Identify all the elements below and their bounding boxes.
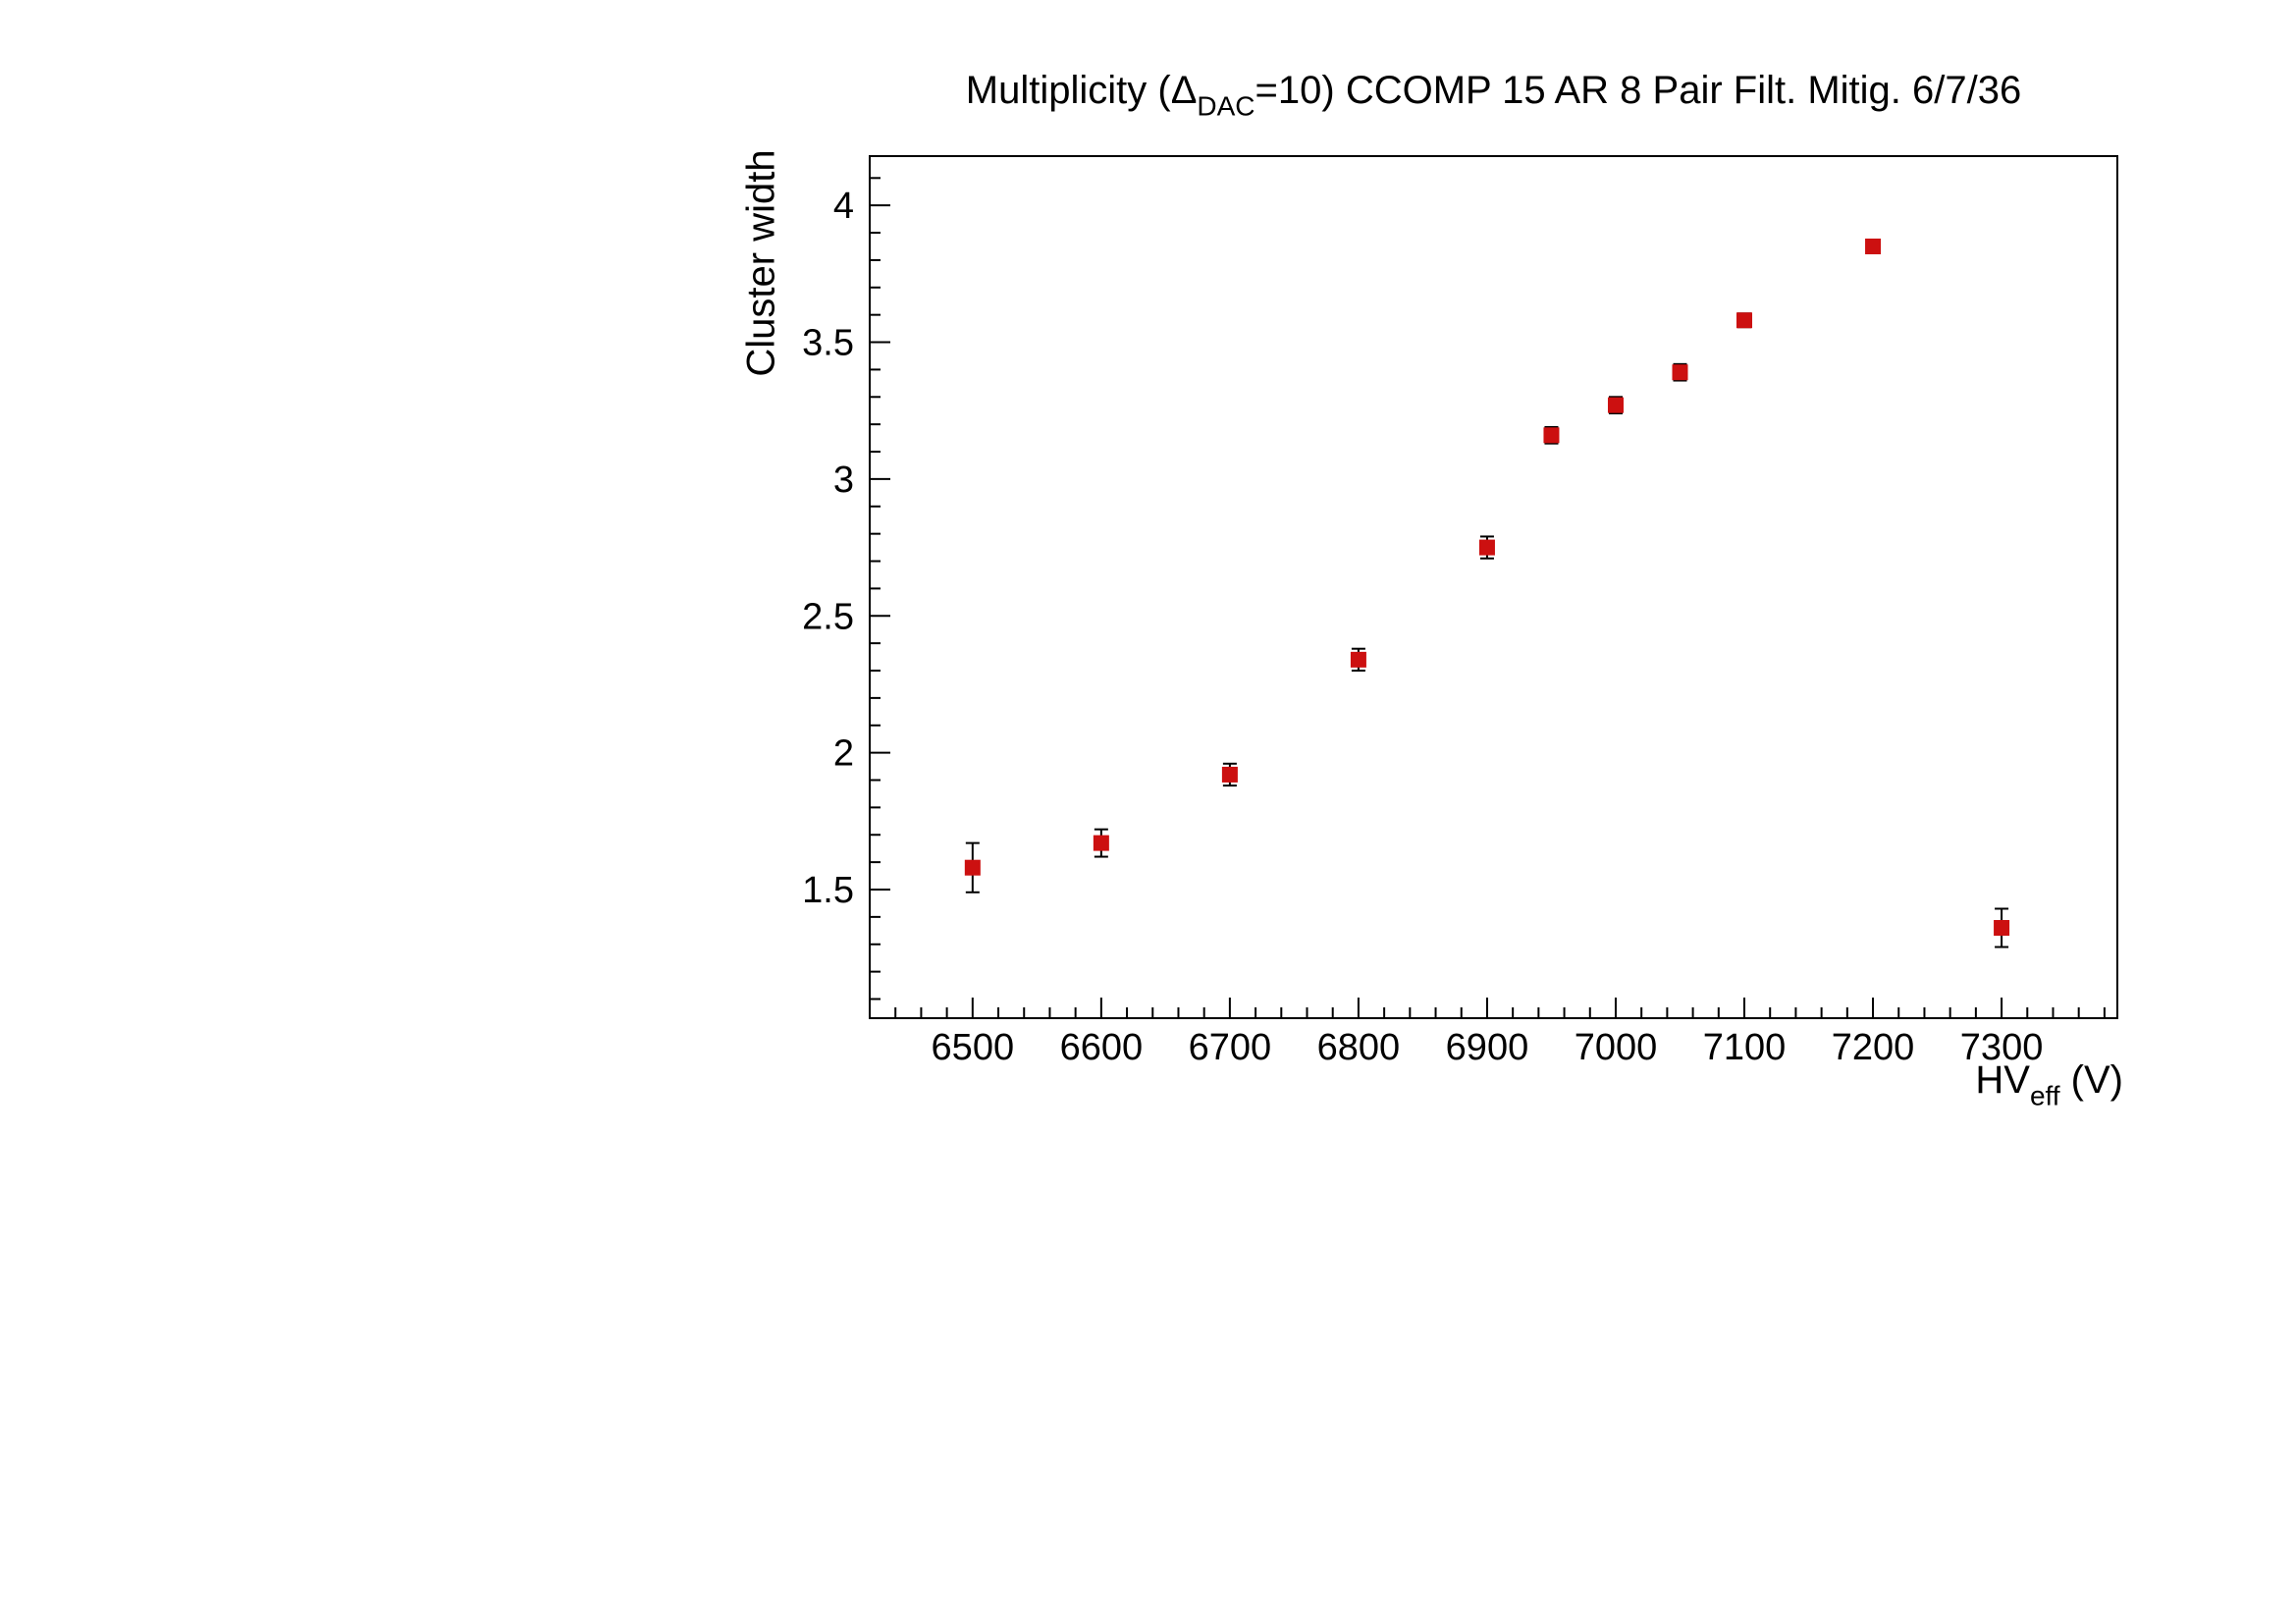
x-tick-label: 7000	[1575, 1027, 1658, 1068]
x-tick-label: 7100	[1703, 1027, 1787, 1068]
x-axis-title-subscript: eff	[2029, 1080, 2060, 1111]
chart-title: Multiplicity (ΔDAC=10) CCOMP 15 AR 8 Pai…	[870, 69, 2117, 123]
x-axis-title-suffix: (V)	[2059, 1058, 2123, 1102]
chart-title-subscript: DAC	[1197, 90, 1255, 122]
x-tick-label: 7200	[1832, 1027, 1915, 1068]
data-point-marker	[1865, 238, 1882, 254]
x-tick-label: 7300	[1960, 1027, 2044, 1068]
y-tick-label: 3	[833, 460, 854, 501]
data-point-marker	[1607, 397, 1624, 413]
x-tick-label: 6800	[1317, 1027, 1401, 1068]
data-point-marker	[964, 859, 981, 876]
plot-frame	[869, 155, 2118, 1019]
data-point-marker	[1736, 312, 1753, 329]
data-point-marker	[1672, 364, 1688, 381]
x-axis-title: HVeff (V)	[1975, 1058, 2123, 1112]
x-tick-label: 6600	[1060, 1027, 1144, 1068]
data-point-marker	[1221, 766, 1238, 783]
y-tick-label: 1.5	[802, 870, 854, 911]
x-axis-title-prefix: HV	[1975, 1058, 2030, 1102]
chart-title-suffix: =10) CCOMP 15 AR 8 Pair Filt. Mitig. 6/7…	[1255, 69, 2022, 112]
x-tick-label: 6500	[932, 1027, 1015, 1068]
data-point-marker	[1994, 920, 2010, 937]
data-point-marker	[1543, 427, 1560, 444]
y-tick-label: 4	[833, 186, 854, 227]
chart-title-prefix: Multiplicity (Δ	[965, 69, 1198, 112]
y-tick-label: 2	[833, 733, 854, 775]
y-tick-label: 2.5	[802, 596, 854, 637]
x-tick-label: 6700	[1189, 1027, 1272, 1068]
data-point-marker	[1093, 835, 1109, 851]
data-point-marker	[1478, 539, 1495, 556]
y-tick-label: 3.5	[802, 323, 854, 364]
data-point-marker	[1350, 651, 1366, 668]
x-tick-label: 6900	[1446, 1027, 1529, 1068]
